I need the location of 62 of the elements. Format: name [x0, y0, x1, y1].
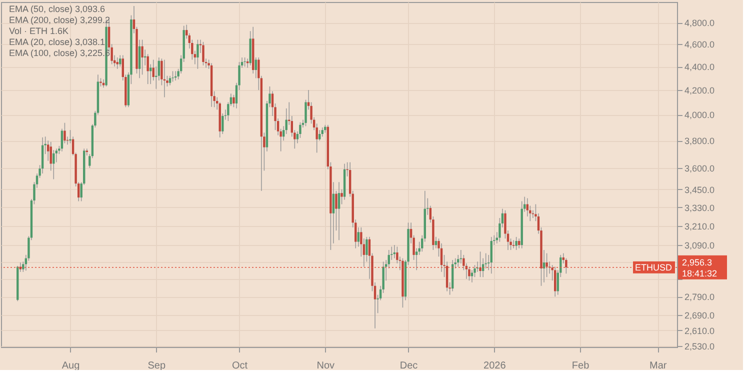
candlestick: [64, 122, 66, 144]
y-tick-label: 3,600.0: [684, 163, 715, 174]
x-tick-label: Mar: [649, 360, 668, 372]
candlestick: [479, 251, 482, 278]
y-tick-label: 3,800.0: [684, 136, 715, 146]
candlestick: [19, 262, 22, 272]
candlestick: [146, 54, 149, 84]
candlestick: [168, 75, 172, 86]
x-tick-label: Dec: [400, 360, 418, 372]
candlestick: [150, 64, 152, 84]
x-tick-label: Feb: [572, 360, 590, 372]
candlestick: [232, 94, 235, 108]
candlestick: [554, 266, 556, 298]
candlestick: [515, 236, 518, 250]
candlestick: [332, 182, 335, 244]
y-tick-label: 2,610.0: [684, 326, 715, 336]
y-tick-label: 2,690.0: [684, 310, 715, 321]
annotation: EMA (200, close) 3,299.2: [9, 15, 110, 25]
y-tick-label: 4,400.0: [684, 62, 715, 72]
candlestick: [366, 236, 368, 262]
candlestick: [340, 188, 343, 205]
candlestick: [254, 57, 257, 79]
y-tick-label: 4,000.0: [684, 110, 715, 120]
candlestick: [526, 198, 528, 217]
y-tick-label: 4,600.0: [684, 40, 715, 50]
candlestick: [119, 54, 122, 67]
annotation: EMA (50, close) 3,093.6: [9, 4, 106, 14]
candlestick: [202, 42, 204, 66]
candlestick: [86, 148, 88, 156]
candlestick: [490, 236, 492, 274]
text: 2,956.3: [682, 257, 712, 268]
y-tick-label: 4,200.0: [684, 86, 715, 96]
candlestick: [468, 266, 470, 281]
annotation: EMA (20, close) 3,038.1: [9, 37, 106, 47]
candlestick: [321, 127, 324, 138]
y-tick-label: 2,530.0: [684, 342, 715, 352]
candlestick: [546, 252, 548, 278]
x-tick-label: Oct: [232, 360, 248, 372]
text: 18:41:32: [682, 268, 718, 278]
candlestick: [335, 190, 338, 231]
y-tick-label: 2,790.0: [684, 292, 715, 302]
candlestick: [565, 258, 568, 274]
candlestick: [512, 240, 515, 249]
y-tick-label: 3,450.0: [684, 184, 715, 195]
candlestick: [357, 226, 360, 248]
candlestick: [338, 182, 340, 241]
candlestick: [138, 39, 141, 79]
candlestick: [318, 130, 321, 141]
candlestick: [244, 57, 246, 67]
y-tick-label: 3,210.0: [684, 221, 715, 232]
candlestick: [116, 57, 118, 70]
ref-line-label: ETHUSD: [634, 262, 672, 272]
x-tick-label: 2026: [484, 360, 506, 372]
candlestick: [172, 70, 174, 82]
x-tick-label: Nov: [316, 360, 335, 372]
annotation: Vol · ETH 1.6K: [9, 26, 69, 36]
candlestick: [141, 39, 144, 76]
y-tick-label: 3,330.0: [684, 202, 715, 213]
candlestick: [196, 39, 199, 70]
y-tick-label: 4,800.0: [684, 18, 715, 28]
y-tick-label: 3,090.0: [684, 240, 715, 251]
candlestick: [41, 137, 44, 174]
